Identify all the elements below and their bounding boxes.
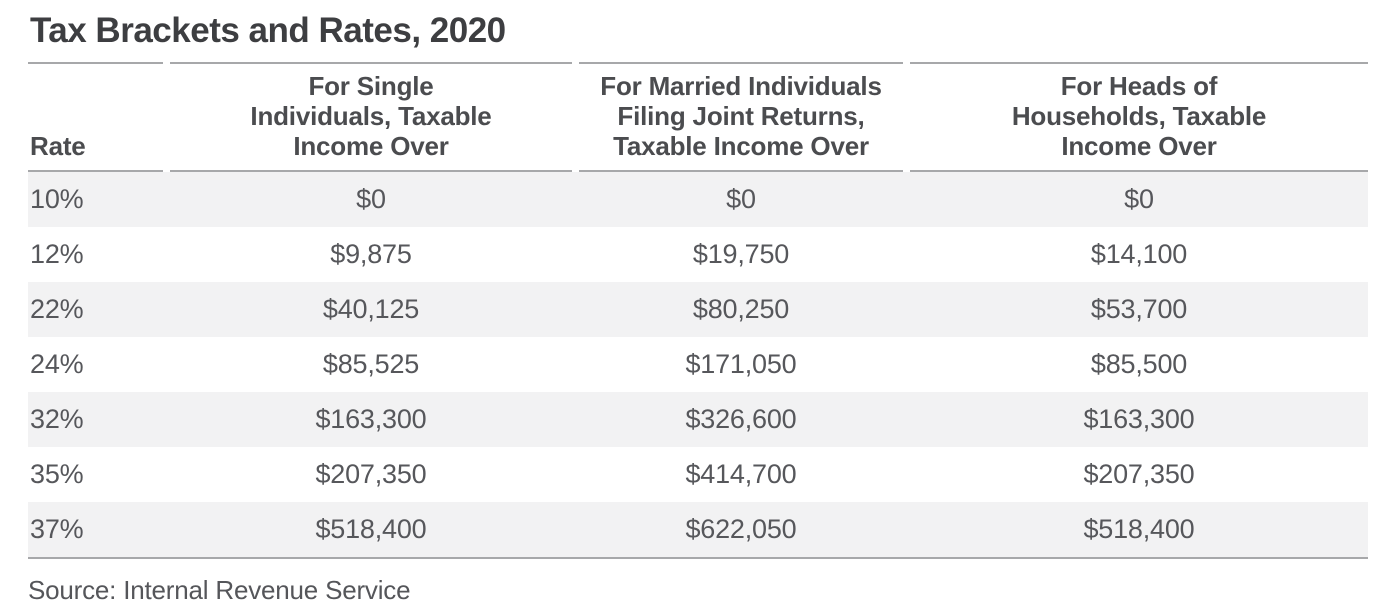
value-cell-single: $40,125 xyxy=(322,294,420,324)
col-header-married-label: For Married Individuals Filing Joint Ret… xyxy=(600,71,882,161)
table-row: 35% $207,350 $414,700 $207,350 xyxy=(28,447,1368,502)
table-header-row: Rate For Single Individuals, Taxable Inc… xyxy=(28,62,1368,172)
table-body: 10% $0 $0 $0 12% $9,875 $19,750 $14,100 … xyxy=(28,172,1368,559)
page-title: Tax Brackets and Rates, 2020 xyxy=(30,11,506,50)
value-cell-single: $85,525 xyxy=(322,349,420,379)
table-row: 22% $40,125 $80,250 $53,700 xyxy=(28,282,1368,337)
value-cell-single: $207,350 xyxy=(315,459,427,489)
value-cell-single: $163,300 xyxy=(315,404,427,434)
col-header-head-of-household-label: For Heads of Households, Taxable Income … xyxy=(1011,71,1267,161)
rate-cell: 35% xyxy=(30,459,84,489)
rate-cell: 22% xyxy=(30,294,84,324)
value-cell-married: $0 xyxy=(726,184,756,214)
table-row: 10% $0 $0 $0 xyxy=(28,172,1368,227)
table-row: 32% $163,300 $326,600 $163,300 xyxy=(28,392,1368,447)
tax-table: Rate For Single Individuals, Taxable Inc… xyxy=(28,62,1368,559)
col-header-head-of-household: For Heads of Households, Taxable Income … xyxy=(910,62,1368,172)
rate-cell: 37% xyxy=(30,514,84,544)
value-cell-married: $19,750 xyxy=(692,239,790,269)
col-header-rate: Rate xyxy=(28,62,163,172)
table-row: 24% $85,525 $171,050 $85,500 xyxy=(28,337,1368,392)
rate-cell: 24% xyxy=(30,349,84,379)
source-note: Source: Internal Revenue Service xyxy=(28,575,411,605)
col-header-rate-label: Rate xyxy=(30,131,86,161)
value-cell-married: $622,050 xyxy=(685,514,797,544)
value-cell-head-of-household: $85,500 xyxy=(1090,349,1188,379)
col-header-married: For Married Individuals Filing Joint Ret… xyxy=(579,62,903,172)
value-cell-single: $9,875 xyxy=(330,239,412,269)
value-cell-single: $518,400 xyxy=(315,514,427,544)
rate-cell: 10% xyxy=(30,184,84,214)
value-cell-head-of-household: $518,400 xyxy=(1083,514,1195,544)
rate-cell: 12% xyxy=(30,239,84,269)
value-cell-married: $414,700 xyxy=(685,459,797,489)
rate-cell: 32% xyxy=(30,404,84,434)
value-cell-married: $171,050 xyxy=(685,349,797,379)
value-cell-married: $80,250 xyxy=(692,294,790,324)
col-header-single-label: For Single Individuals, Taxable Income O… xyxy=(250,71,492,161)
col-header-single: For Single Individuals, Taxable Income O… xyxy=(170,62,572,172)
table-row: 12% $9,875 $19,750 $14,100 xyxy=(28,227,1368,282)
value-cell-head-of-household: $163,300 xyxy=(1083,404,1195,434)
value-cell-head-of-household: $14,100 xyxy=(1090,239,1188,269)
value-cell-head-of-household: $207,350 xyxy=(1083,459,1195,489)
value-cell-married: $326,600 xyxy=(685,404,797,434)
value-cell-head-of-household: $53,700 xyxy=(1090,294,1188,324)
value-cell-single: $0 xyxy=(356,184,386,214)
value-cell-head-of-household: $0 xyxy=(1124,184,1154,214)
table-row: 37% $518,400 $622,050 $518,400 xyxy=(28,502,1368,557)
